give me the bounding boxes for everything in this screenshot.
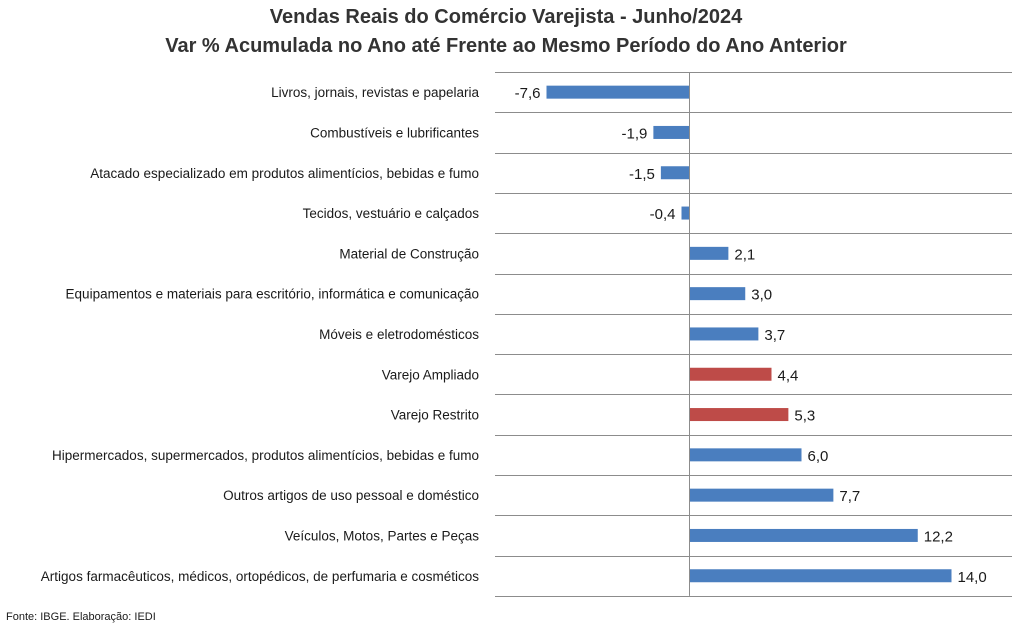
chart-title: Vendas Reais do Comércio Varejista - Jun… xyxy=(269,6,743,28)
bar xyxy=(689,569,952,583)
data-label: 2,1 xyxy=(734,246,755,263)
category-label: Hipermercados, supermercados, produtos a… xyxy=(52,448,479,463)
bar xyxy=(660,166,689,180)
data-label: 5,3 xyxy=(794,408,815,425)
bar xyxy=(689,528,918,542)
data-label: 3,0 xyxy=(751,287,772,304)
data-label: -7,6 xyxy=(515,85,541,102)
category-label: Atacado especializado em produtos alimen… xyxy=(90,166,479,181)
bar xyxy=(689,327,759,341)
category-label: Material de Construção xyxy=(339,246,479,261)
bar xyxy=(681,206,689,220)
category-label: Livros, jornais, revistas e papelaria xyxy=(271,85,479,100)
bar xyxy=(689,448,802,462)
category-label: Tecidos, vestuário e calçados xyxy=(303,206,480,221)
data-label: 6,0 xyxy=(808,448,829,465)
bar xyxy=(689,287,746,301)
category-label: Veículos, Motos, Partes e Peças xyxy=(285,528,480,543)
data-label: 12,2 xyxy=(924,528,953,545)
category-label: Varejo Ampliado xyxy=(382,367,479,382)
category-label: Varejo Restrito xyxy=(391,408,479,423)
data-label: 14,0 xyxy=(958,569,987,586)
bar xyxy=(689,488,834,502)
bar xyxy=(546,85,689,99)
chart-subtitle: Var % Acumulada no Ano até Frente ao Mes… xyxy=(165,35,847,57)
bar xyxy=(689,367,772,381)
category-label: Combustíveis e lubrificantes xyxy=(310,125,479,140)
category-label: Outros artigos de uso pessoal e doméstic… xyxy=(223,488,479,503)
category-label: Artigos farmacêuticos, médicos, ortopédi… xyxy=(41,569,479,584)
data-label: -1,5 xyxy=(629,166,655,183)
bar xyxy=(689,408,789,422)
data-label: -1,9 xyxy=(622,125,648,142)
data-label: 7,7 xyxy=(839,488,860,505)
data-label: 4,4 xyxy=(778,367,799,384)
bar xyxy=(653,125,689,139)
data-label: -0,4 xyxy=(650,206,676,223)
category-label: Móveis e eletrodomésticos xyxy=(319,327,479,342)
source-note: Fonte: IBGE. Elaboração: IEDI xyxy=(6,611,156,623)
category-label: Equipamentos e materiais para escritório… xyxy=(66,287,479,302)
data-label: 3,7 xyxy=(764,327,785,344)
bar xyxy=(689,246,729,260)
